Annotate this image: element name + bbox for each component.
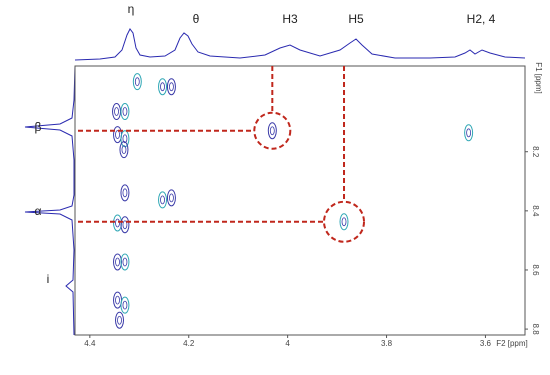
peak-label: β xyxy=(35,120,42,134)
x-tick-label: 4.4 xyxy=(84,339,96,348)
contour-peak-inner xyxy=(169,193,174,203)
x-tick-label: 3.6 xyxy=(480,339,492,348)
left-projection xyxy=(24,65,76,336)
x-axis-title: F2 [ppm] xyxy=(496,339,528,348)
peak-label: i xyxy=(47,272,50,286)
y-tick-label: 8.4 xyxy=(531,205,540,217)
contour-peak-inner xyxy=(122,220,128,230)
contour-peak xyxy=(166,78,176,96)
contour-peak xyxy=(464,124,474,142)
highlight-circle xyxy=(323,200,366,243)
contour-peak xyxy=(339,213,349,231)
contour-peak xyxy=(158,191,168,209)
contour-peak-inner xyxy=(122,300,128,310)
contour-peak-inner xyxy=(122,188,128,198)
contour-peak-inner xyxy=(341,217,347,227)
contour-peak-inner xyxy=(115,218,120,228)
contour-peak xyxy=(120,296,130,314)
y-tick-label: 8.8 xyxy=(531,324,540,336)
peak-label: H5 xyxy=(348,12,364,26)
contour-peak-inner xyxy=(134,77,140,87)
contour-peak xyxy=(120,103,130,121)
contour-peak-inner xyxy=(466,128,472,138)
contour-peak-inner xyxy=(121,145,127,155)
contour-peak xyxy=(166,189,176,207)
peak-label: H2, 4 xyxy=(467,12,496,26)
contour-peak-inner xyxy=(115,257,120,267)
contour-peak-inner xyxy=(169,82,174,92)
contour-peak xyxy=(267,122,277,140)
contour-peak-inner xyxy=(160,195,165,205)
plot-frame xyxy=(74,65,526,336)
contour-peak-inner xyxy=(115,130,120,139)
contour-peak xyxy=(119,141,129,159)
contour-peak xyxy=(120,253,130,271)
x-tick-label: 4.2 xyxy=(183,339,195,348)
contour-peak xyxy=(113,126,123,144)
contour-peak xyxy=(120,216,130,234)
contour-peak xyxy=(115,311,125,329)
contour-peak xyxy=(120,184,130,202)
y-tick-label: 8.2 xyxy=(531,146,540,158)
contour-peak-inner xyxy=(160,82,165,92)
highlight-circle xyxy=(253,111,292,150)
x-tick-label: 4 xyxy=(285,339,290,348)
contour-peak-inner xyxy=(269,126,275,136)
contour-peak xyxy=(113,253,123,271)
contour-peak xyxy=(112,103,122,121)
contour-peak xyxy=(132,73,142,91)
contour-peak-inner xyxy=(122,107,128,116)
contour-peak-inner xyxy=(117,315,122,325)
contour-peak-inner xyxy=(122,257,128,267)
y-axis-title: F1 [ppm] xyxy=(534,62,543,94)
y-tick-label: 8.6 xyxy=(531,264,540,276)
peak-label: α xyxy=(35,204,42,218)
x-tick-label: 3.8 xyxy=(381,339,393,348)
contour-peak-inner xyxy=(114,107,119,116)
contour-peak xyxy=(158,78,168,96)
top-projection xyxy=(74,28,526,61)
contour-peak xyxy=(120,130,130,148)
contour-peak xyxy=(113,214,123,232)
contour-peak-inner xyxy=(122,134,128,144)
peak-label: H3 xyxy=(282,12,298,26)
contour-peak-inner xyxy=(115,295,120,305)
peak-label: η xyxy=(128,2,135,16)
peak-label: θ xyxy=(193,12,200,26)
contour-peak xyxy=(113,291,123,309)
